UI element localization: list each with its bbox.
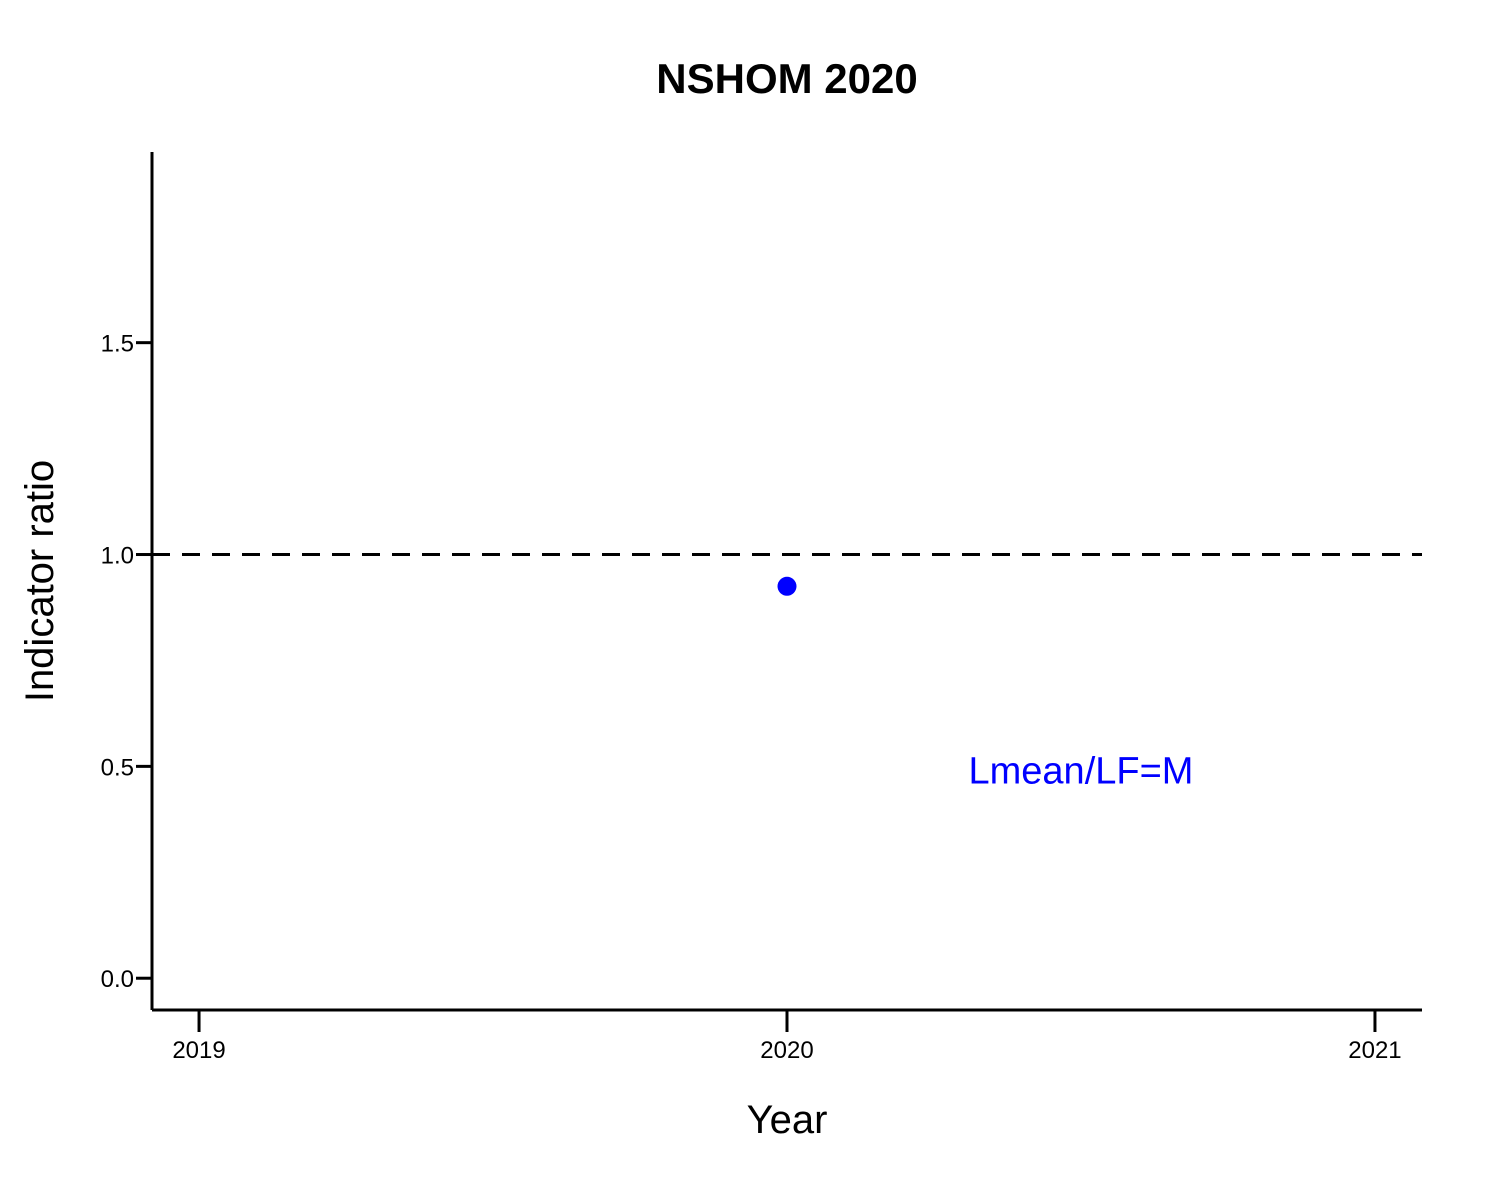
x-axis-title: Year (747, 1098, 828, 1142)
y-tick-label: 0.5 (101, 754, 134, 781)
y-tick-label: 0.0 (101, 966, 134, 993)
y-axis-title: Indicator ratio (18, 460, 62, 702)
data-point (777, 576, 797, 596)
x-tick-label: 2021 (1348, 1037, 1401, 1064)
x-tick-label: 2019 (172, 1037, 225, 1064)
y-axis-ticks: 0.0 0.5 1.0 1.5 (101, 331, 152, 993)
plot-area: Lmean/LF=M (152, 553, 1422, 793)
x-tick-label: 2020 (760, 1037, 813, 1064)
x-axis-ticks: 2019 2020 2021 (172, 1010, 1402, 1064)
chart-title: NSHOM 2020 (656, 55, 917, 102)
y-tick-label: 1.5 (101, 331, 134, 358)
series-annotation: Lmean/LF=M (969, 751, 1194, 793)
y-tick-label: 1.0 (101, 543, 134, 570)
